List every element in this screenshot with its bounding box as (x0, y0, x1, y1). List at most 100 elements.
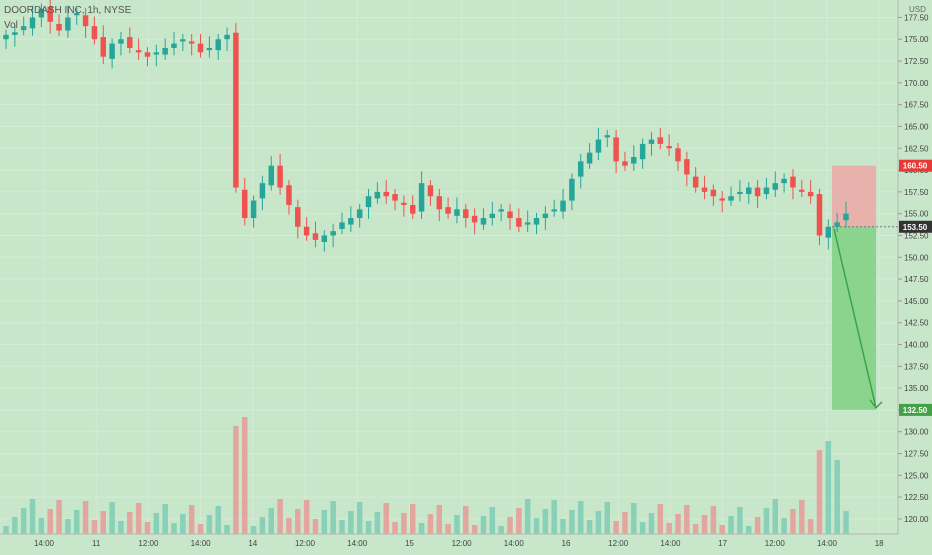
volume-bar (684, 505, 690, 534)
candle-body (639, 143, 646, 160)
candle (233, 23, 239, 193)
price-tick-label: 120.00 (904, 515, 929, 524)
candle-body (233, 32, 239, 188)
volume-bar (524, 499, 531, 534)
candle-body (533, 218, 540, 225)
volume-bar (206, 515, 213, 534)
candle-body (631, 156, 637, 164)
price-tick-label: 150.00 (904, 253, 929, 262)
volume-bar (250, 526, 257, 534)
candle (162, 38, 168, 60)
candle-body (321, 235, 328, 243)
candle (180, 34, 186, 52)
candle-body (197, 43, 204, 53)
time-tick-label: 12:00 (765, 539, 786, 548)
candle (825, 219, 832, 250)
volume-bar (12, 517, 18, 534)
volume-bar (480, 516, 487, 534)
volume-bar (374, 512, 381, 534)
candle-body (445, 207, 451, 214)
candle-body (91, 26, 98, 40)
candle (666, 134, 672, 156)
candle (737, 180, 743, 202)
volume-bar (445, 524, 451, 534)
volume-bar (613, 521, 619, 534)
candle-body (162, 47, 168, 55)
volume-bar (392, 522, 398, 534)
time-tick-label: 16 (562, 539, 571, 548)
symbol-title: DOORDASH INC, 1h, NYSE (4, 5, 132, 16)
volume-bar (533, 518, 540, 534)
time-tick-label: 14 (248, 539, 257, 548)
time-tick-label: 17 (718, 539, 727, 548)
volume-bar (763, 508, 770, 534)
time-tick-label: 12:00 (138, 539, 159, 548)
stop-loss-zone[interactable] (832, 165, 876, 227)
volume-bar (56, 500, 62, 534)
candle-body (356, 209, 363, 219)
candle-body (613, 137, 619, 162)
price-tick-label: 162.50 (904, 144, 929, 153)
candle (799, 180, 805, 198)
candle-body (710, 189, 717, 197)
candle-body (807, 191, 814, 197)
candle (710, 184, 717, 206)
time-axis[interactable]: 14:00 11 12:00 14:00 14 12:00 14:00 15 12:00 14:0… (0, 533, 898, 548)
candle (684, 151, 690, 187)
volume-bar (516, 508, 522, 534)
volume-bar (551, 500, 557, 534)
candle-body (524, 222, 531, 225)
volume-bar (339, 520, 345, 534)
candle (401, 195, 407, 217)
candle-body (82, 15, 89, 27)
volume-bar (215, 506, 221, 534)
candle (250, 195, 257, 228)
candle-body (418, 183, 425, 212)
candle (790, 169, 796, 200)
volume-bar (604, 502, 611, 534)
candle-body (843, 213, 849, 221)
price-tick-label: 127.50 (904, 450, 929, 459)
time-tick-label: 14:00 (660, 539, 681, 548)
position-zones[interactable] (832, 165, 898, 410)
price-axis[interactable]: 177.50 175.00 172.50 170.00 167.50 165.00 162.… (897, 0, 929, 534)
volume-bar (356, 502, 363, 534)
candle-body (516, 218, 522, 227)
volume-bar (286, 518, 292, 534)
volume-bar (3, 526, 9, 534)
volume-bar (20, 508, 27, 534)
volume-bar (180, 514, 186, 534)
candle-body (224, 34, 230, 40)
candle (569, 173, 575, 211)
candle-body (65, 17, 71, 31)
price-tick-label: 175.00 (904, 35, 929, 44)
time-tick-label: 14:00 (34, 539, 55, 548)
volume-bar (312, 519, 319, 534)
volume-bar (330, 501, 336, 534)
candle (516, 208, 522, 232)
candle (560, 188, 566, 219)
candle-body (622, 161, 628, 166)
candle (330, 223, 336, 248)
volume-bar (436, 505, 443, 534)
candle (65, 5, 71, 38)
projection-arrow[interactable] (833, 228, 883, 410)
time-tick-label: 11 (92, 539, 101, 548)
volume-bar (241, 417, 248, 534)
volume-bar (73, 510, 80, 534)
candle-body (153, 52, 160, 55)
candle (409, 195, 416, 219)
volume-bar (825, 441, 832, 534)
candle-body (268, 165, 275, 186)
candle-body (277, 165, 283, 188)
volume-bar (321, 510, 328, 534)
volume-bar (303, 500, 310, 534)
candle (480, 208, 487, 230)
candle (339, 212, 345, 235)
candle (418, 171, 425, 219)
volume-bar (224, 525, 230, 534)
candle-body (781, 178, 787, 184)
candle-body (295, 207, 301, 227)
